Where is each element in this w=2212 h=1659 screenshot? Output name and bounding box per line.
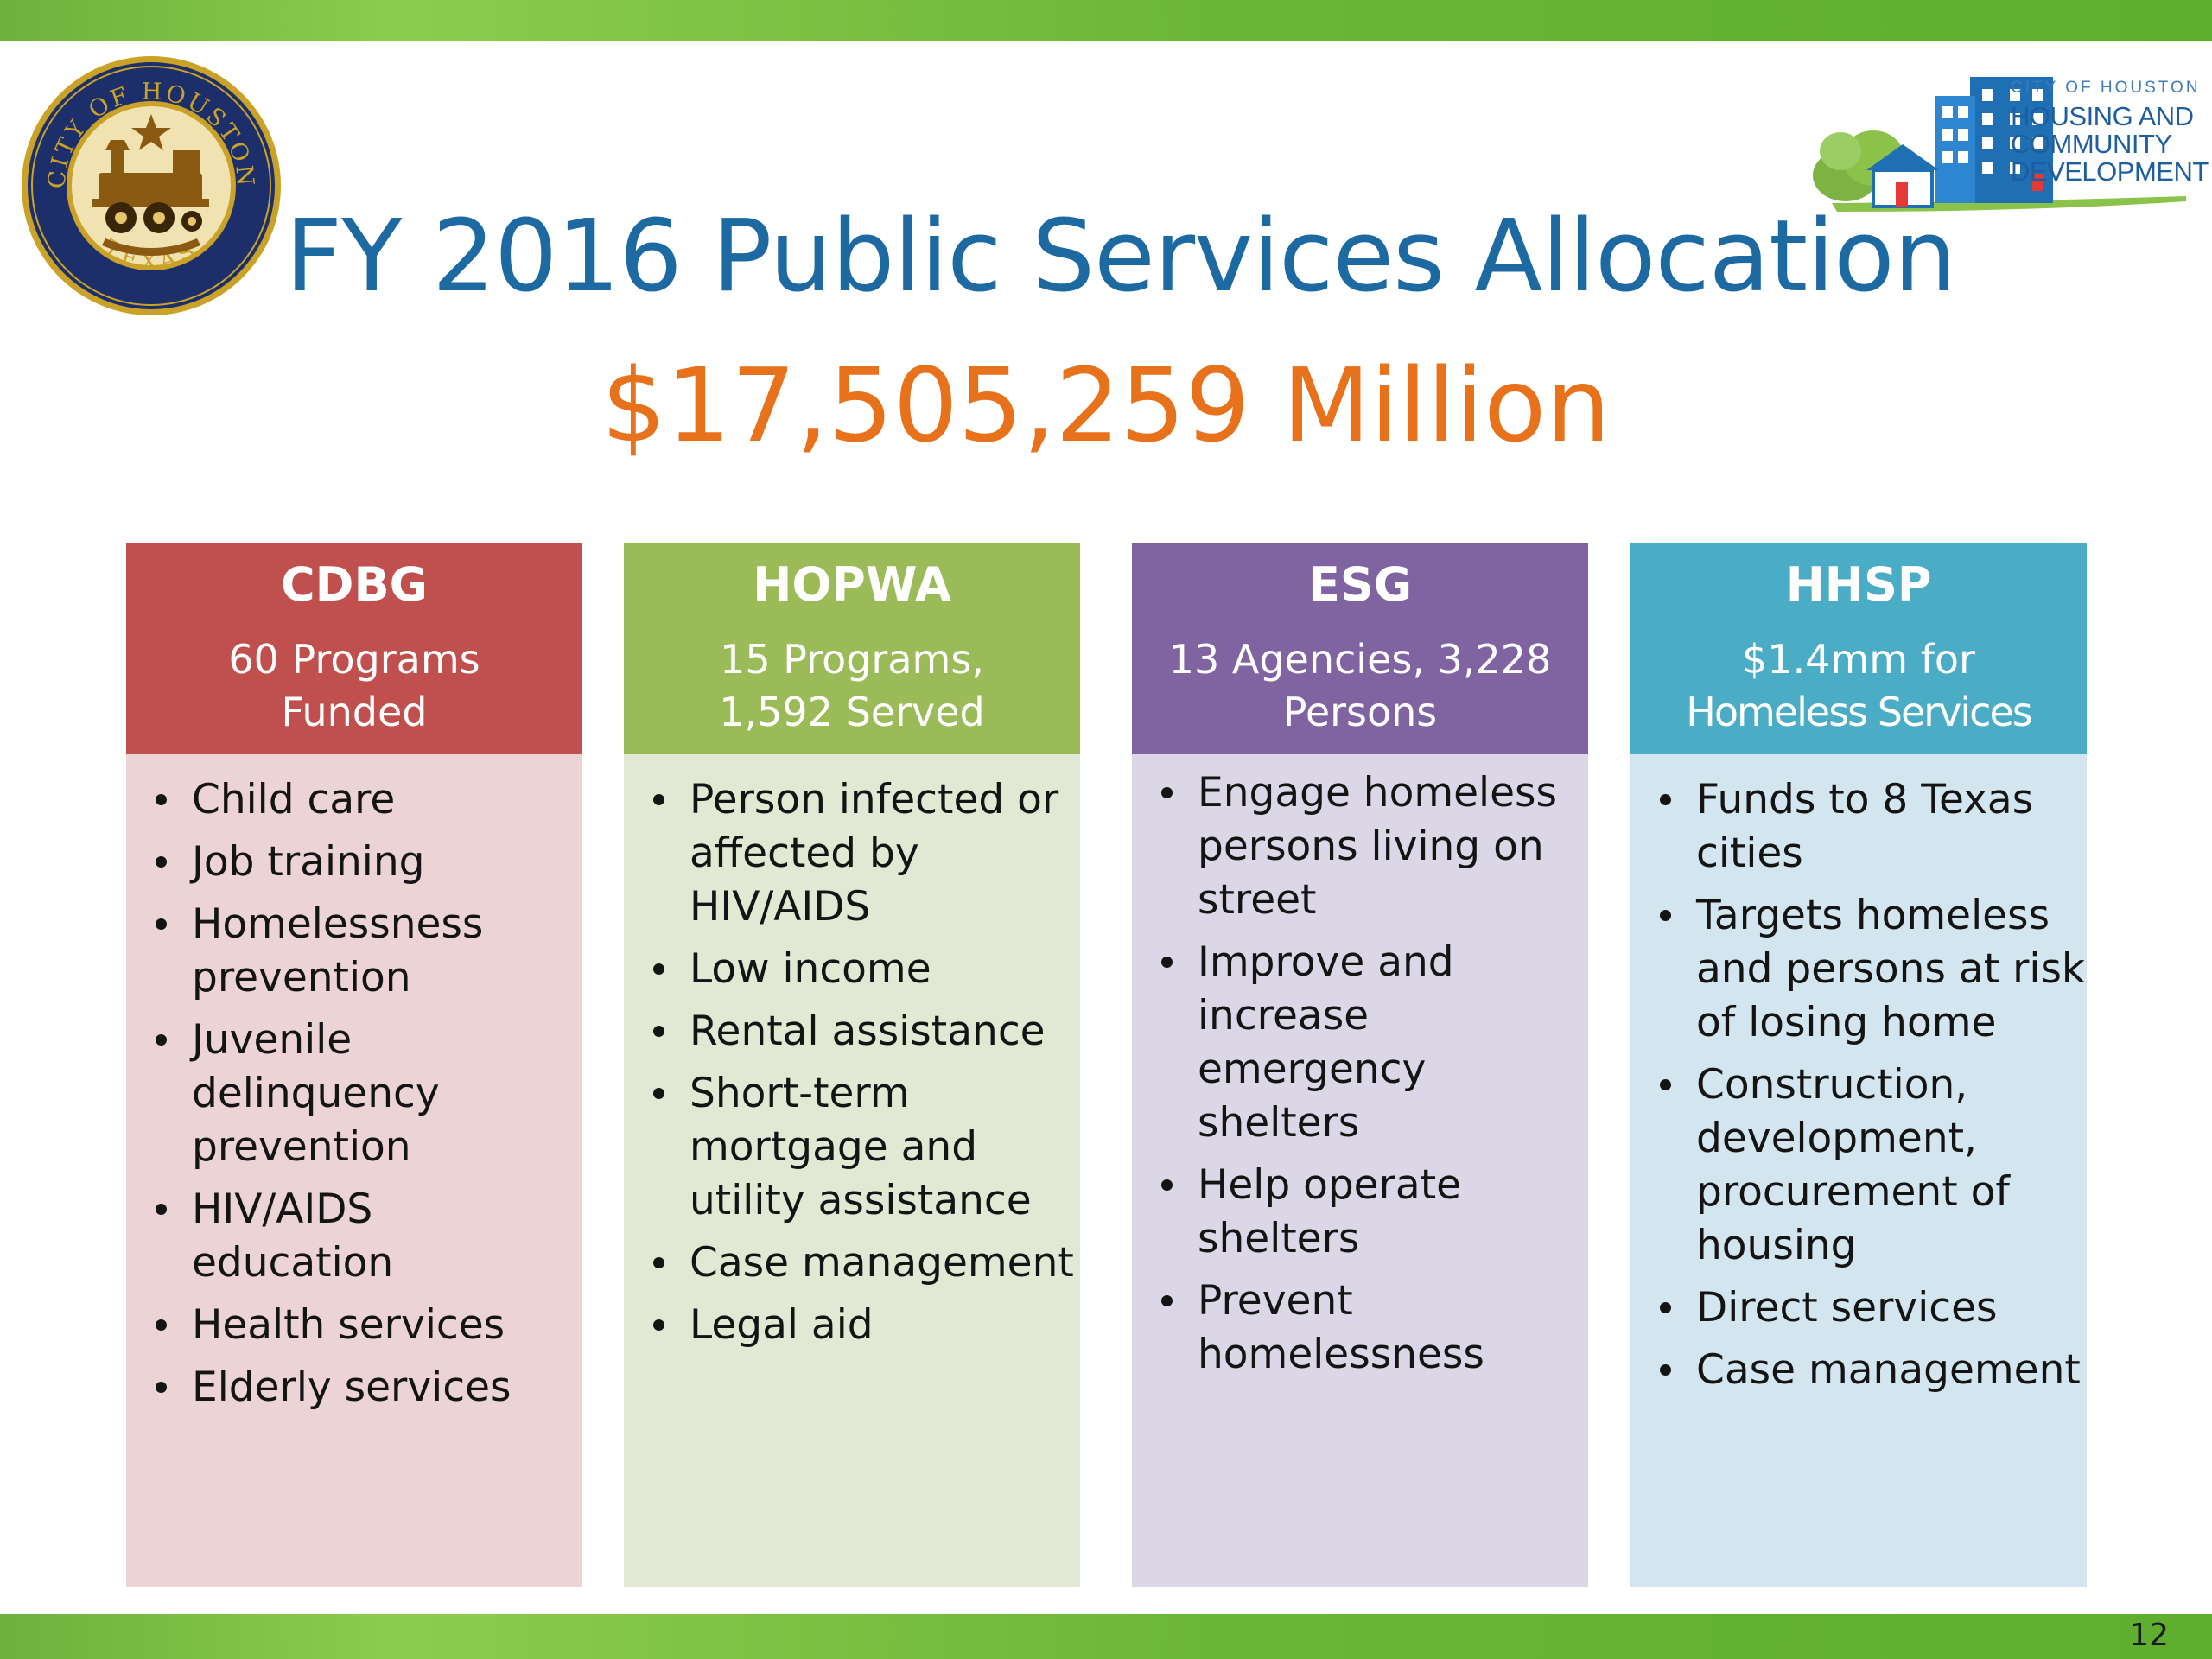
list-item: Low income <box>653 943 1080 996</box>
city-seal-icon: CITY OF HOUSTON TEXAS <box>22 56 281 315</box>
list-item: Direct services <box>1660 1281 2087 1335</box>
list-item: Short-term mortgage and utility assistan… <box>653 1067 1080 1228</box>
list-item: Child care <box>156 773 582 827</box>
list-item: Health services <box>156 1299 582 1352</box>
panel-cdbg: CDBG 60 Programs Funded Child care Job t… <box>126 543 582 1587</box>
panel-hhsp-list: Funds to 8 Texas cities Targets homeless… <box>1630 773 2087 1397</box>
panel-cdbg-list: Child care Job training Homelessness pre… <box>126 773 582 1414</box>
panel-hopwa-body: Person infected or affected by HIV/AIDS … <box>624 754 1080 1587</box>
panel-cdbg-summary-line1: 60 Programs <box>228 635 480 683</box>
panel-hhsp-summary-line2: Homeless Services <box>1686 688 2032 735</box>
list-item: Homelessness prevention <box>156 898 582 1005</box>
panel-esg-list: Engage homeless persons living on street… <box>1132 766 1588 1382</box>
logo-line-housing: HOUSING AND <box>2011 101 2194 131</box>
allocation-total: $17,505,259 Million <box>601 346 1611 465</box>
list-item: Improve and increase emergency shelters <box>1161 936 1588 1150</box>
list-item: Person infected or affected by HIV/AIDS <box>653 773 1080 934</box>
panel-hopwa-summary-line2: 1,592 Served <box>719 688 985 735</box>
hcd-logo-icon <box>1813 77 2186 212</box>
panel-esg-name: ESG <box>1307 557 1413 612</box>
logo-line-development: DEVELOPMENT <box>2011 156 2209 187</box>
panel-esg-body: Engage homeless persons living on street… <box>1132 754 1588 1587</box>
top-accent-bar <box>0 0 2212 41</box>
list-item: Engage homeless persons living on street <box>1161 766 1588 927</box>
panel-hopwa-summary-line1: 15 Programs, <box>720 635 984 683</box>
panel-hhsp-summary-line1: $1.4mm for <box>1742 635 1975 683</box>
panel-hopwa-summary: 15 Programs, 1,592 Served <box>624 633 1080 739</box>
panel-esg: ESG 13 Agencies, 3,228 Persons Engage ho… <box>1132 543 1588 1587</box>
panel-esg-summary: 13 Agencies, 3,228 Persons <box>1132 633 1588 739</box>
page-title: FY 2016 Public Services Allocation <box>285 199 1956 315</box>
list-item: Help operate shelters <box>1161 1159 1588 1266</box>
page-number: 12 <box>2129 1618 2169 1653</box>
panel-esg-header: ESG 13 Agencies, 3,228 Persons <box>1132 543 1588 754</box>
panel-cdbg-header: CDBG 60 Programs Funded <box>126 543 582 754</box>
panel-hhsp-name: HHSP <box>1785 557 1932 612</box>
list-item: Prevent homelessness <box>1161 1274 1588 1382</box>
list-item: HIV/AIDS education <box>156 1183 582 1290</box>
panel-hopwa: HOPWA 15 Programs, 1,592 Served Person i… <box>624 543 1080 1587</box>
panel-cdbg-body: Child care Job training Homelessness pre… <box>126 754 582 1587</box>
panel-hhsp-summary: $1.4mm for Homeless Services <box>1630 633 2087 739</box>
list-item: Case management <box>1660 1344 2087 1397</box>
hcd-logo-text: CITY OF HOUSTON HOUSING AND COMMUNITY DE… <box>2011 79 2209 186</box>
list-item: Juvenile delinquency prevention <box>156 1014 582 1174</box>
list-item: Rental assistance <box>653 1005 1080 1058</box>
list-item: Job training <box>156 836 582 889</box>
panel-cdbg-summary-line2: Funded <box>281 688 428 735</box>
list-item: Elderly services <box>156 1361 582 1414</box>
panel-cdbg-summary: 60 Programs Funded <box>126 633 582 739</box>
bottom-accent-bar <box>0 1614 2212 1659</box>
list-item: Funds to 8 Texas cities <box>1660 773 2087 880</box>
list-item: Legal aid <box>653 1299 1080 1352</box>
logo-city-label: CITY OF HOUSTON <box>2011 79 2201 97</box>
panel-hopwa-list: Person infected or affected by HIV/AIDS … <box>624 773 1080 1352</box>
logo-line-community: COMMUNITY <box>2011 129 2172 159</box>
panel-cdbg-name: CDBG <box>281 557 428 612</box>
panel-hopwa-header: HOPWA 15 Programs, 1,592 Served <box>624 543 1080 754</box>
list-item: Construction, development, procurement o… <box>1660 1058 2087 1273</box>
panel-hopwa-name: HOPWA <box>753 557 951 612</box>
panel-hhsp-header: HHSP $1.4mm for Homeless Services <box>1630 543 2087 754</box>
panel-esg-summary-line1: 13 Agencies, 3,228 <box>1168 635 1552 683</box>
panel-esg-summary-line2: Persons <box>1282 688 1438 735</box>
list-item: Targets homeless and persons at risk of … <box>1660 889 2087 1050</box>
panel-hhsp: HHSP $1.4mm for Homeless Services Funds … <box>1630 543 2087 1587</box>
panel-hhsp-body: Funds to 8 Texas cities Targets homeless… <box>1630 754 2087 1587</box>
list-item: Case management <box>653 1236 1080 1290</box>
